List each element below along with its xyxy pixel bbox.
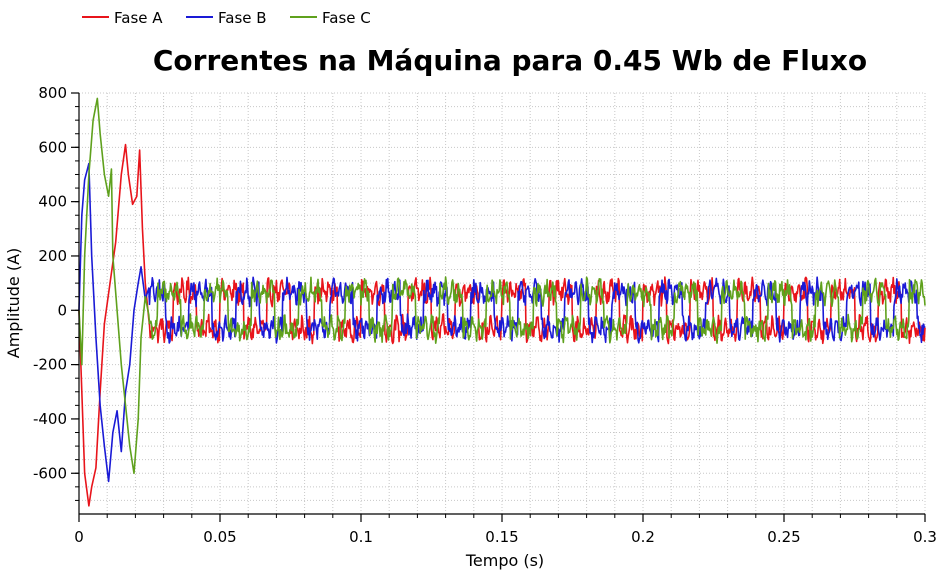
legend-label-3: Fase C (322, 9, 371, 27)
x-tick-label: 0.15 (485, 528, 518, 546)
x-tick-label: 0.1 (349, 528, 373, 546)
x-tick-label: 0.25 (767, 528, 800, 546)
x-axis-title: Tempo (s) (465, 551, 544, 570)
y-axis-title: Amplitude (A) (4, 248, 23, 359)
series-layer (78, 97, 926, 507)
legend-label-2: Fase B (218, 9, 267, 27)
x-tick-label: 0 (74, 528, 84, 546)
y-tick-label: 0 (57, 301, 67, 319)
y-tick-label: 800 (38, 84, 67, 102)
series-line-2 (78, 162, 926, 483)
y-tick-label: -400 (33, 410, 67, 428)
chart-title: Correntes na Máquina para 0.45 Wb de Flu… (153, 44, 867, 77)
legend: Fase A Fase B Fase C (82, 9, 371, 27)
x-tick-label: 0.2 (631, 528, 655, 546)
y-tick-label: 600 (38, 138, 67, 156)
legend-label-1: Fase A (114, 9, 163, 27)
y-tick-label: 400 (38, 193, 67, 211)
x-tick-label: 0.05 (203, 528, 236, 546)
x-tick-label: 0.3 (913, 528, 937, 546)
y-tick-label: -200 (33, 356, 67, 374)
ticks: 0 0.05 0.1 0.15 0.2 0.25 0.3 -600 -400 -200 0 200 40… (33, 84, 937, 546)
y-tick-label: -600 (33, 464, 67, 482)
series-line-3 (78, 97, 926, 475)
y-tick-label: 200 (38, 247, 67, 265)
